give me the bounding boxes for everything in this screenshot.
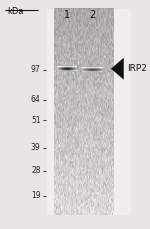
Bar	[46, 9, 130, 215]
Polygon shape	[111, 58, 124, 80]
Text: 1: 1	[64, 10, 70, 20]
Text: 51: 51	[31, 116, 40, 125]
Text: 2: 2	[89, 10, 95, 20]
Text: 97: 97	[31, 65, 40, 74]
Text: 39: 39	[31, 143, 40, 152]
Bar	[54, 9, 114, 215]
Text: IRP2: IRP2	[127, 64, 147, 73]
Text: 28: 28	[31, 166, 40, 175]
Text: kDa: kDa	[8, 7, 24, 16]
Text: 19: 19	[31, 191, 40, 200]
Text: 64: 64	[31, 95, 40, 104]
